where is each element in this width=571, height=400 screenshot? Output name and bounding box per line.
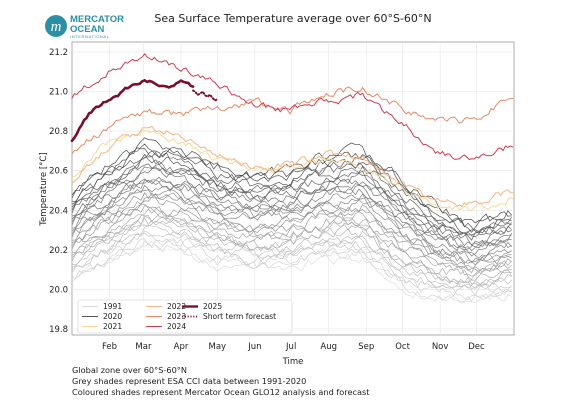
legend-label: 2022 bbox=[167, 302, 186, 311]
grey-year-line bbox=[71, 166, 512, 247]
series-line bbox=[71, 125, 514, 208]
y-tick-label: 20.6 bbox=[49, 167, 68, 177]
legend-label: 1991 bbox=[103, 302, 122, 311]
grey-year-line bbox=[71, 238, 512, 301]
series-line bbox=[71, 86, 514, 155]
x-tick-label: Dec bbox=[468, 342, 485, 352]
y-tick-label: 19.8 bbox=[49, 325, 68, 335]
grey-year-line bbox=[71, 164, 512, 249]
legend-label: 2021 bbox=[103, 322, 122, 331]
y-tick-label: 20.0 bbox=[49, 285, 68, 295]
x-axis-label: Time bbox=[282, 357, 304, 367]
mercator-logo: m MERCATOR OCEAN INTERNATIONAL bbox=[45, 14, 124, 39]
series-line bbox=[70, 78, 195, 143]
grey-year-line bbox=[71, 230, 512, 297]
grey-year-line bbox=[71, 203, 512, 273]
grey-year-line bbox=[71, 240, 512, 302]
logo-emblem-icon bbox=[45, 15, 67, 37]
grey-year-line bbox=[71, 220, 512, 289]
x-tick-label: Nov bbox=[432, 342, 449, 352]
grey-year-line bbox=[71, 151, 512, 234]
x-tick-label: Jun bbox=[247, 342, 261, 352]
x-tick-label: Feb bbox=[102, 342, 117, 352]
y-tick-label: 21.2 bbox=[49, 48, 68, 58]
footnote-zone: Global zone over 60°S-60°N bbox=[72, 365, 188, 375]
logo-line3: INTERNATIONAL bbox=[70, 34, 110, 39]
grey-year-line bbox=[71, 176, 512, 251]
grey-year-line bbox=[71, 232, 512, 293]
legend-label: 2025 bbox=[203, 302, 222, 311]
x-tick-label: Oct bbox=[395, 342, 410, 352]
logo-emblem-glyph: m bbox=[51, 19, 62, 35]
grey-year-line bbox=[71, 189, 512, 264]
x-tick-labels: Feb Mar Apr May Jun Jul Aug Sep Oct Nov Dec bbox=[102, 342, 485, 352]
x-tick-label: Mar bbox=[135, 342, 152, 352]
logo-line1: MERCATOR bbox=[70, 14, 124, 25]
footnote-colour: Coloured shades represent Mercator Ocean… bbox=[72, 387, 370, 397]
x-tick-label: Aug bbox=[320, 342, 337, 352]
x-tick-label: May bbox=[209, 342, 227, 352]
colored-year-lines bbox=[70, 52, 514, 212]
legend-label: 2024 bbox=[167, 322, 186, 331]
grey-year-line bbox=[71, 205, 512, 273]
chart-title: Sea Surface Temperature average over 60°… bbox=[154, 12, 431, 25]
y-tick-label: 20.2 bbox=[49, 246, 68, 256]
legend-label: Short term forecast bbox=[203, 312, 276, 321]
x-tick-label: Jul bbox=[285, 342, 296, 352]
y-tick-labels: 19.8 20.0 20.2 20.4 20.6 20.8 21.0 21.2 bbox=[49, 48, 68, 335]
series-line bbox=[71, 52, 514, 161]
series-line bbox=[71, 128, 514, 212]
logo-line2: OCEAN bbox=[70, 24, 104, 35]
grey-year-line bbox=[71, 239, 512, 304]
y-tick-label: 20.8 bbox=[49, 127, 68, 137]
y-tick-label: 20.4 bbox=[49, 206, 68, 216]
y-axis-label: Temperature [°C] bbox=[39, 152, 49, 226]
grey-year-line bbox=[71, 143, 512, 234]
grey-year-line bbox=[71, 153, 512, 241]
grey-year-lines bbox=[71, 137, 512, 304]
series-line bbox=[192, 89, 219, 102]
grey-year-line bbox=[71, 191, 512, 266]
grey-year-line bbox=[71, 210, 512, 278]
legend-label: 2023 bbox=[167, 312, 186, 321]
legend-label: 2020 bbox=[103, 312, 122, 321]
grey-year-line bbox=[71, 163, 512, 239]
grey-year-line bbox=[71, 192, 512, 264]
grey-year-line bbox=[71, 137, 512, 224]
x-tick-label: Apr bbox=[174, 342, 189, 352]
x-tick-label: Sep bbox=[358, 342, 374, 352]
y-tick-label: 21.0 bbox=[49, 87, 68, 97]
grey-year-line bbox=[71, 184, 512, 259]
footnote-grey: Grey shades represent ESA CCI data betwe… bbox=[72, 376, 307, 386]
